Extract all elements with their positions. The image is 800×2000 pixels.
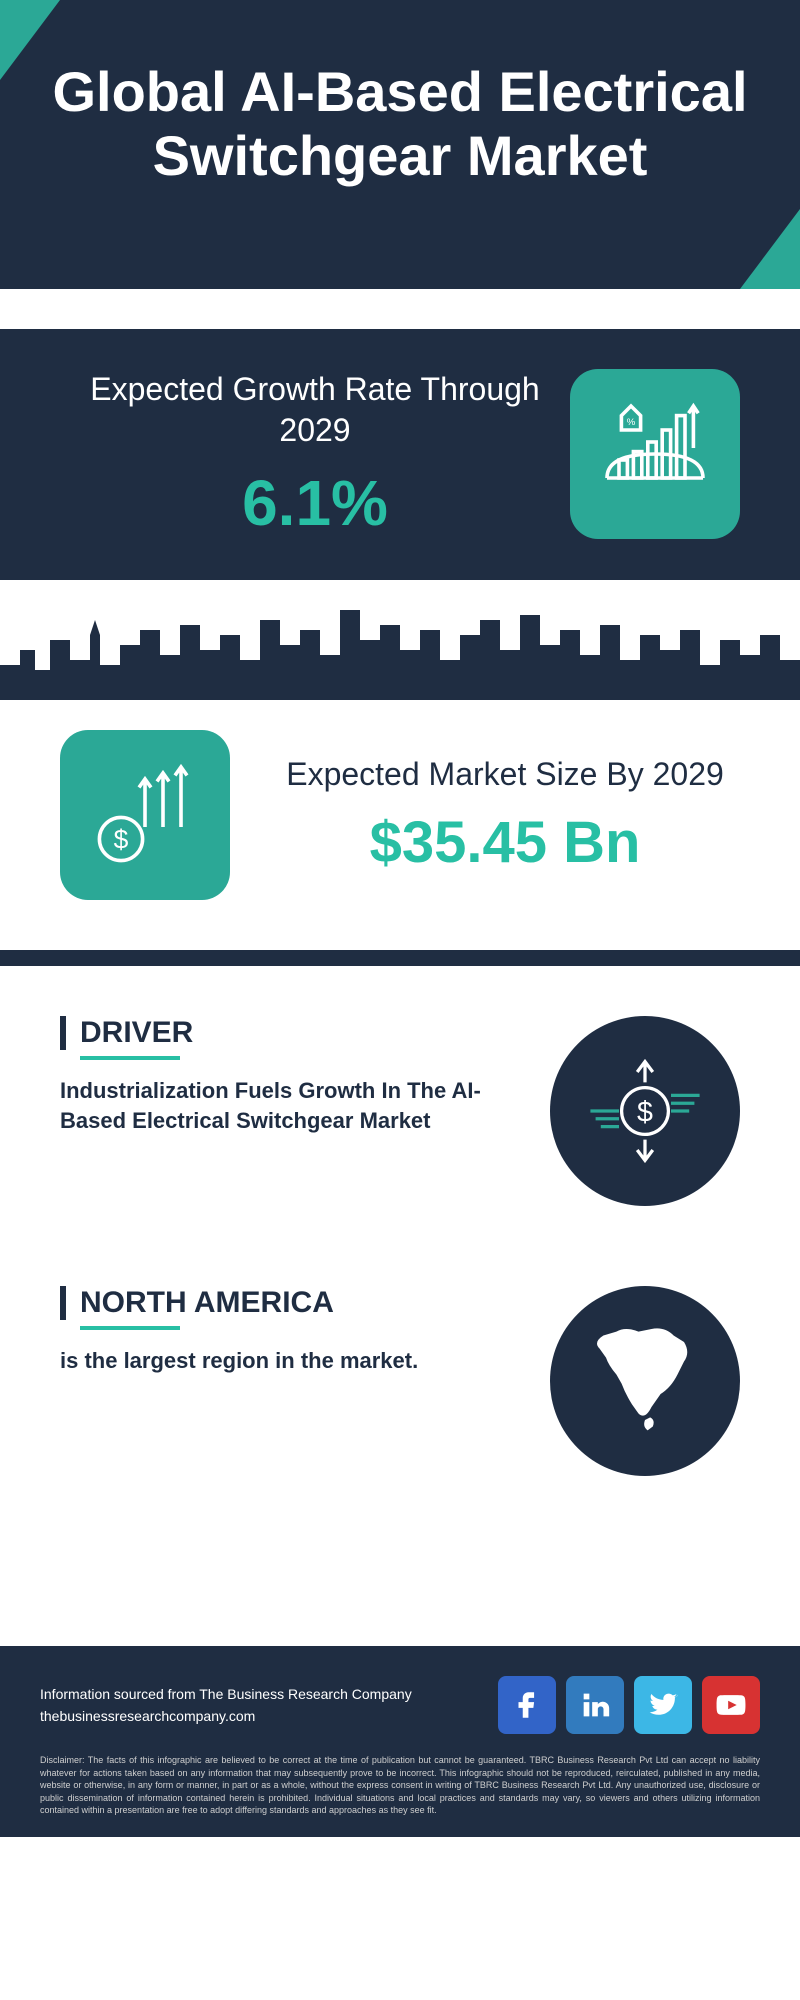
region-section: NORTH AMERICA is the largest region in t…	[0, 1236, 800, 1506]
youtube-icon[interactable]	[702, 1676, 760, 1734]
spacer	[0, 1506, 800, 1646]
footer-top-row: Information sourced from The Business Re…	[40, 1676, 760, 1734]
driver-text-block: DRIVER Industrialization Fuels Growth In…	[60, 1016, 520, 1135]
market-value: $35.45 Bn	[270, 809, 740, 876]
growth-chart-icon: %	[570, 369, 740, 539]
footer-section: Information sourced from The Business Re…	[0, 1646, 800, 1837]
north-america-icon	[550, 1286, 740, 1476]
accent-triangle-right	[740, 209, 800, 289]
source-line-2: thebusinessresearchcompany.com	[40, 1705, 412, 1727]
city-skyline-divider	[0, 580, 800, 700]
hero-section: Global AI-Based Electrical Switchgear Ma…	[0, 0, 800, 289]
market-size-panel: $ Expected Market Size By 2029 $35.45 Bn	[0, 700, 800, 950]
market-text-block: Expected Market Size By 2029 $35.45 Bn	[270, 754, 740, 877]
driver-body: Industrialization Fuels Growth In The AI…	[60, 1076, 520, 1135]
spacer	[0, 289, 800, 329]
svg-text:$: $	[114, 825, 129, 855]
linkedin-icon[interactable]	[566, 1676, 624, 1734]
growth-rate-panel: Expected Growth Rate Through 2029 6.1% %	[0, 329, 800, 580]
growth-value: 6.1%	[60, 466, 570, 540]
footer-source-text: Information sourced from The Business Re…	[40, 1683, 412, 1728]
growth-text-block: Expected Growth Rate Through 2029 6.1%	[60, 369, 570, 540]
svg-text:$: $	[637, 1096, 653, 1128]
svg-text:%: %	[627, 418, 636, 429]
social-icons-row	[498, 1676, 760, 1734]
driver-heading: DRIVER	[60, 1016, 520, 1050]
accent-triangle-left	[0, 0, 60, 80]
driver-circle-icon: $	[550, 1016, 740, 1206]
disclaimer-text: Disclaimer: The facts of this infographi…	[40, 1754, 760, 1817]
market-label: Expected Market Size By 2029	[270, 754, 740, 796]
heading-underline	[80, 1056, 180, 1060]
dollar-growth-icon: $	[60, 730, 230, 900]
region-body: is the largest region in the market.	[60, 1346, 520, 1376]
heading-underline	[80, 1326, 180, 1330]
divider-bar	[0, 950, 800, 966]
growth-label: Expected Growth Rate Through 2029	[60, 369, 570, 452]
driver-section: DRIVER Industrialization Fuels Growth In…	[0, 966, 800, 1236]
facebook-icon[interactable]	[498, 1676, 556, 1734]
twitter-icon[interactable]	[634, 1676, 692, 1734]
region-heading: NORTH AMERICA	[60, 1286, 520, 1320]
region-text-block: NORTH AMERICA is the largest region in t…	[60, 1286, 520, 1376]
page-title: Global AI-Based Electrical Switchgear Ma…	[40, 60, 760, 189]
source-line-1: Information sourced from The Business Re…	[40, 1683, 412, 1705]
